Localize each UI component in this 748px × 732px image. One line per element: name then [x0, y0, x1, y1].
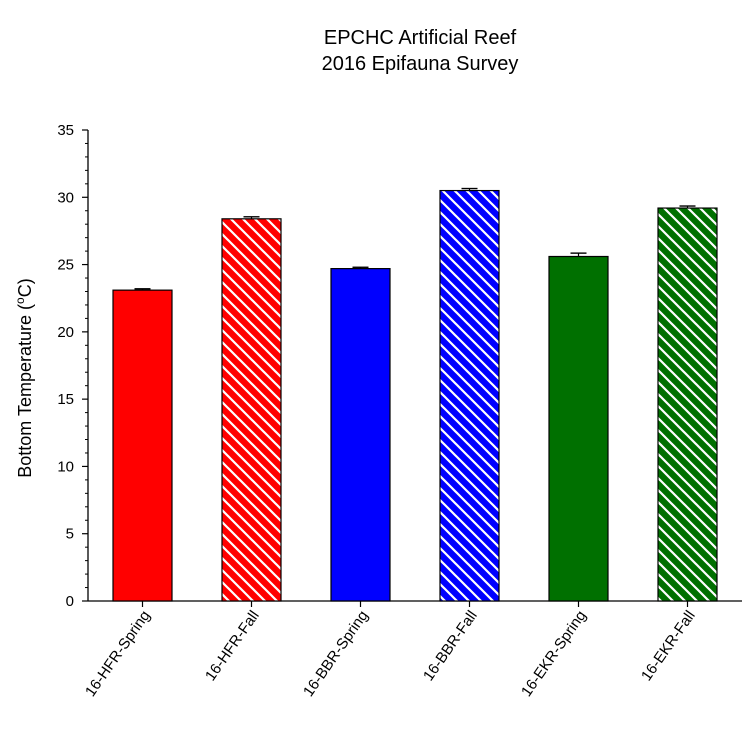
y-tick-label: 5: [66, 526, 74, 543]
y-axis-label-main: Bottom Temperature (: [15, 304, 35, 478]
bar: [439, 189, 500, 602]
x-tick-label: 16-BBR-Fall: [420, 608, 481, 685]
y-tick-label: 20: [57, 324, 74, 341]
y-tick-label: 35: [57, 122, 74, 139]
bar: [657, 207, 718, 602]
y-axis-label-sup: o: [13, 297, 27, 304]
y-tick-label: 10: [57, 458, 74, 475]
x-tick-label: 16-EKR-Spring: [518, 608, 590, 700]
plot-area: 0 5 10 15 20 25 30 35 16-HFR-Spring 16-HFR-Fall 16…: [57, 122, 742, 700]
x-tick-label: 16-HFR-Spring: [82, 608, 154, 700]
x-tick-label: 16-BBR-Spring: [300, 608, 372, 700]
chart-title-line-1: EPCHC Artificial Reef: [324, 27, 517, 49]
x-tick-label: 16-EKR-Fall: [638, 608, 699, 685]
x-tick-label: 16-HFR-Fall: [202, 608, 263, 685]
bar: [330, 268, 391, 602]
y-tick-label: 15: [57, 391, 74, 408]
y-tick-label: 25: [57, 257, 74, 274]
chart-title-line-2: 2016 Epifauna Survey: [322, 53, 519, 75]
y-axis-label: Bottom Temperature (oC): [13, 278, 35, 477]
bar: [221, 218, 282, 602]
y-axis-label-unit: C): [15, 278, 35, 297]
y-tick-label: 0: [66, 593, 74, 610]
bar: [548, 255, 609, 602]
bar: [112, 289, 173, 602]
y-tick-label: 30: [57, 189, 74, 206]
